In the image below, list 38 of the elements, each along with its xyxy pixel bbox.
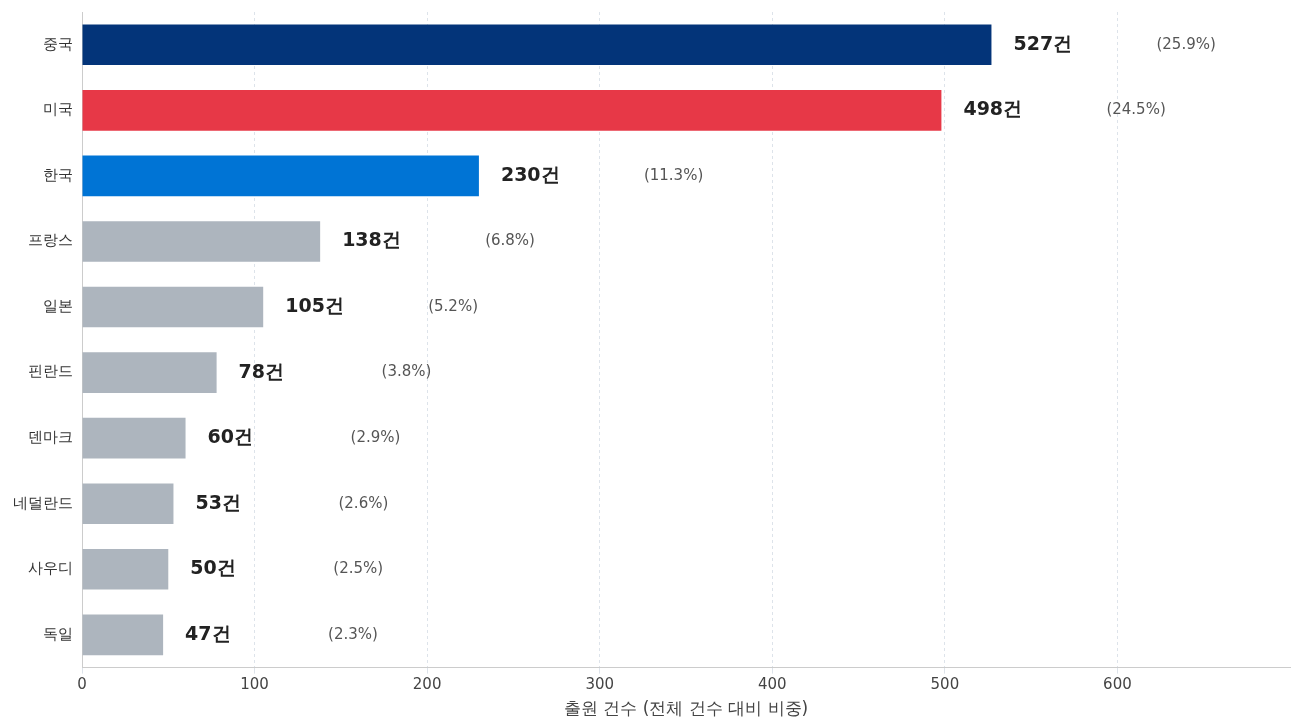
- text: 60건 (2.9%): [207, 425, 401, 448]
- y-tick-label: 독일: [43, 624, 73, 643]
- x-tick-label: 500: [930, 675, 960, 694]
- bar: [82, 286, 264, 328]
- x-tick-label: 600: [1103, 675, 1132, 694]
- bar: [82, 548, 169, 590]
- text: 527건 (25.9%): [1013, 31, 1216, 54]
- y-tick-label: 프랑스: [28, 231, 73, 250]
- x-tick-label: 200: [412, 675, 442, 694]
- y-tick-label: 덴마크: [28, 428, 73, 447]
- text: 53건 (2.6%): [195, 490, 389, 513]
- y-tick-label: 한국: [43, 165, 73, 184]
- y-tick-label: 일본: [43, 296, 73, 315]
- text: 138건 (6.8%): [342, 228, 535, 251]
- bar: [82, 614, 164, 656]
- bar: [82, 221, 321, 262]
- x-tick-label: 100: [240, 675, 269, 694]
- text: 50건 (2.5%): [190, 556, 384, 579]
- text: 498건 (24.5%): [963, 97, 1166, 120]
- y-tick-label: 네덜란드: [13, 493, 73, 512]
- y-tick-label: 핀란드: [28, 362, 73, 381]
- bar: [82, 483, 174, 525]
- x-tick-label: 0: [77, 675, 87, 694]
- text: 230건 (11.3%): [500, 162, 704, 185]
- bar: [82, 90, 942, 131]
- bar: [82, 352, 217, 393]
- y-tick-label: 사우디: [28, 559, 73, 578]
- text: 47건 (2.3%): [185, 621, 378, 644]
- text: 105건 (5.2%): [285, 293, 479, 316]
- bar: [82, 417, 186, 459]
- x-axis-title: 출원 건수 (전체 건수 대비 비중): [563, 698, 809, 719]
- text: 78건 (3.8%): [238, 359, 432, 382]
- bar: [82, 24, 992, 66]
- bar: [82, 155, 479, 197]
- y-tick-label: 중국: [43, 34, 73, 53]
- x-tick-label: 300: [585, 675, 615, 694]
- x-tick-label: 400: [757, 675, 787, 694]
- y-tick-label: 미국: [43, 100, 73, 119]
